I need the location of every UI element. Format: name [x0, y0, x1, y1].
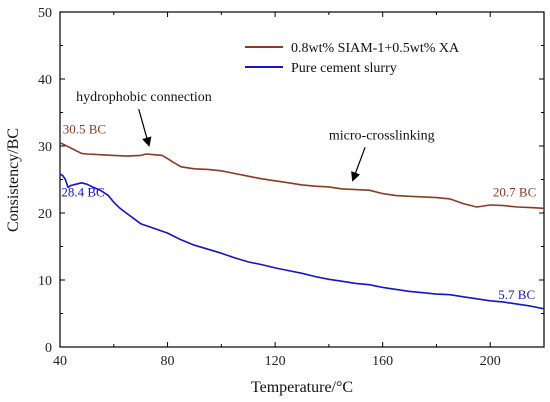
x-tick-label: 80 — [161, 354, 175, 369]
y-tick-label: 10 — [38, 274, 52, 289]
annotation-arrow — [351, 147, 366, 182]
y-tick-label: 20 — [38, 207, 52, 222]
data-label-value: 5.7 BC — [498, 287, 535, 302]
annotation-arrow — [138, 108, 152, 147]
x-tick-label: 120 — [265, 354, 286, 369]
data-label-value: 28.4 BC — [61, 184, 104, 199]
y-tick-label: 40 — [38, 73, 52, 88]
y-axis-title: Consistency/BC — [5, 128, 22, 232]
legend-label-2: Pure cement slurry — [291, 61, 397, 76]
y-tick-label: 50 — [38, 6, 52, 21]
legend: 0.8wt% SIAM-1+0.5wt% XA Pure cement slurr… — [245, 41, 460, 76]
x-axis-title: Temperature/°C — [251, 379, 353, 396]
series-line-2 — [59, 173, 545, 310]
x-tick-label: 200 — [480, 354, 501, 369]
annotation-text: hydrophobic connection — [76, 90, 212, 105]
data-label-value: 30.5 BC — [63, 121, 106, 136]
y-tick-label: 0 — [45, 341, 52, 356]
y-tick-label: 30 — [38, 140, 52, 155]
series-line-1 — [59, 141, 545, 210]
data-label-value: 20.7 BC — [493, 184, 536, 199]
annotation-text: micro-crosslinking — [329, 128, 435, 143]
x-tick-label: 160 — [372, 354, 393, 369]
x-tick-label: 40 — [53, 354, 67, 369]
legend-label-1: 0.8wt% SIAM-1+0.5wt% XA — [291, 41, 460, 56]
